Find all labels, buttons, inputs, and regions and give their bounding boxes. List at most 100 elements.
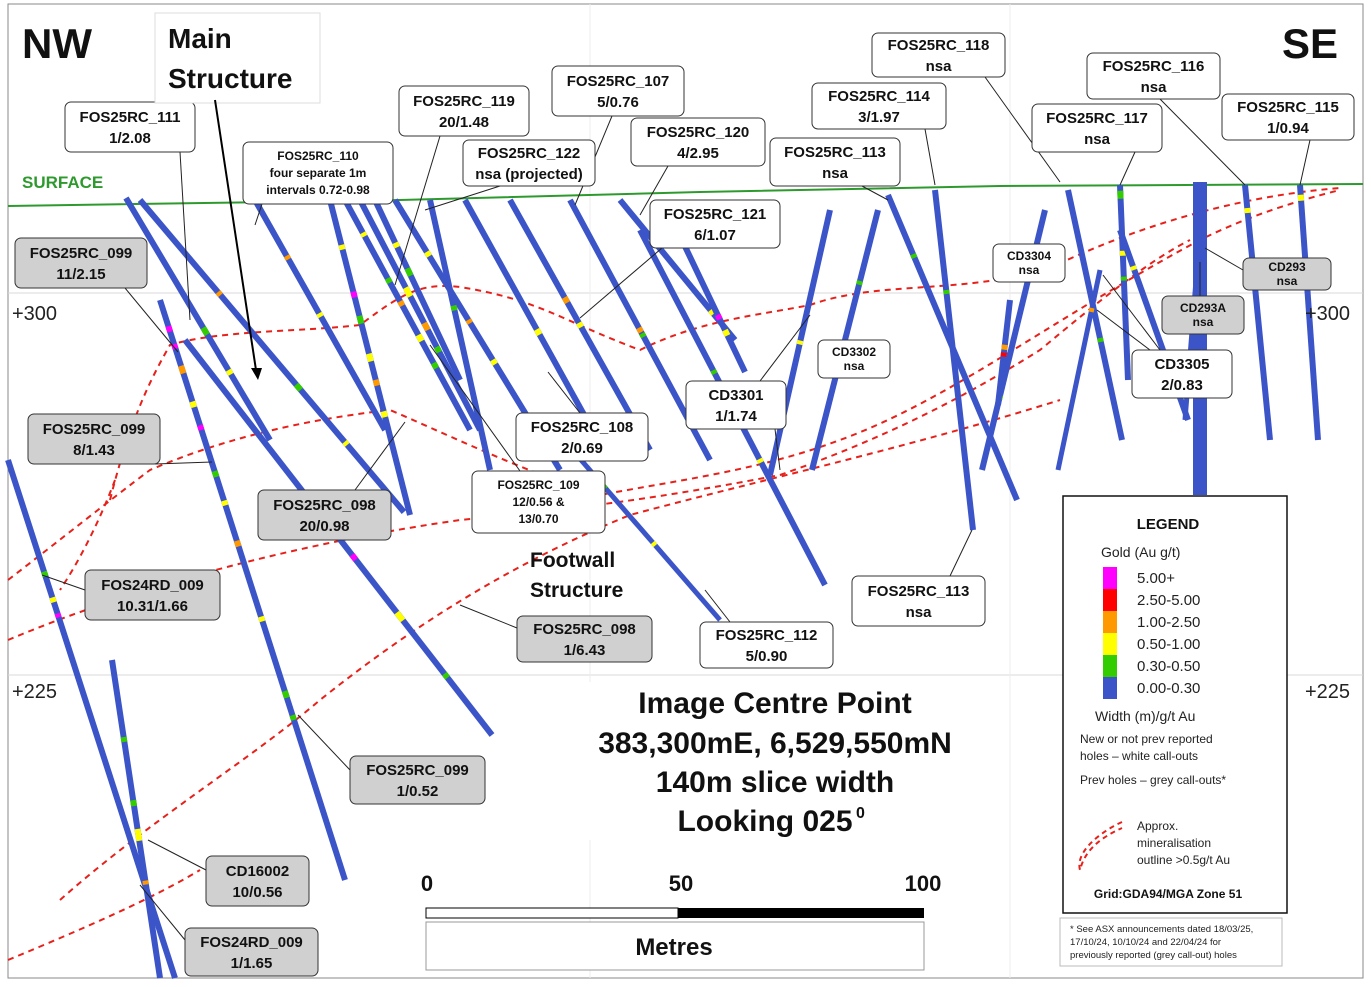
callout-text: 8/1.43: [73, 442, 115, 459]
centre-point-line2: 383,300mE, 6,529,550mN: [598, 727, 952, 760]
elevation-left-225: +225: [12, 681, 57, 703]
callout-text: 20/1.48: [439, 114, 489, 131]
legend-bin-label: 0.50-1.00: [1137, 636, 1200, 653]
scale-unit: Metres: [635, 934, 712, 961]
assay-interval: [1091, 308, 1092, 312]
legend-bin-label: 0.30-0.50: [1137, 658, 1200, 675]
assay-interval: [203, 328, 207, 335]
footwall-line1: Footwall: [530, 549, 615, 572]
callout-text: CD293: [1268, 260, 1306, 274]
callout-text: FOS25RC_121: [664, 206, 767, 223]
assay-interval: [725, 330, 728, 335]
assay-interval: [292, 715, 294, 720]
callout-text: intervals 0.72-0.98: [266, 183, 370, 197]
legend-title: LEGEND: [1137, 516, 1200, 533]
elevation-right-225: +225: [1305, 681, 1350, 703]
assay-interval: [145, 881, 146, 885]
callout-leader-line: [950, 530, 972, 576]
main-structure-line1: Main: [168, 23, 232, 54]
callout-leader-line: [155, 462, 212, 464]
assay-interval: [1133, 266, 1134, 270]
callout-text: FOS25RC_118: [888, 37, 990, 54]
assay-interval: [215, 471, 217, 477]
callout-text: 3/1.97: [858, 109, 900, 126]
surface-label: SURFACE: [22, 173, 103, 192]
orientation-se: SE: [1282, 20, 1338, 67]
centre-point-line4: Looking 025: [677, 805, 852, 838]
callout-text: nsa: [1019, 263, 1040, 277]
assay-interval: [453, 306, 454, 311]
callout-text: FOS25RC_109: [497, 478, 579, 492]
scale-bar-black: [678, 908, 924, 918]
legend-grid: Grid:GDA94/MGA Zone 51: [1094, 887, 1243, 901]
assay-interval: [341, 245, 342, 250]
callout-text: 12/0.56 &: [512, 495, 564, 509]
callout-text: nsa (projected): [475, 166, 583, 183]
callout-text: 2/0.83: [1161, 377, 1203, 394]
callout-text: FOS25RC_113: [784, 144, 886, 161]
callout-text: 2/0.69: [561, 440, 603, 457]
callout-text: 1/1.65: [231, 955, 273, 972]
callout-leader-line: [430, 345, 520, 471]
assay-interval: [218, 292, 221, 295]
callout-text: FOS25RC_113: [868, 583, 970, 600]
callout-text: CD3302: [832, 345, 876, 359]
callout-leader-line: [580, 248, 662, 318]
callout-leader-line: [1205, 248, 1243, 270]
legend-new-holes-1: New or not prev reported: [1080, 732, 1213, 746]
legend-approx-2: mineralisation: [1137, 836, 1211, 850]
assay-interval: [468, 320, 470, 323]
legend-prev-holes: Prev holes – grey call-outs*: [1080, 773, 1226, 787]
callout-text: 6/1.07: [694, 227, 736, 244]
legend-approx-3: outline >0.5g/t Au: [1137, 853, 1230, 867]
footnote-line2: 17/10/24, 10/10/24 and 22/04/24 for: [1070, 937, 1221, 948]
callout-text: FOS25RC_110: [277, 149, 359, 163]
callout-text: FOS25RC_116: [1103, 58, 1205, 75]
scale-tick-0: 0: [421, 871, 433, 896]
callout-text: nsa: [1277, 274, 1298, 288]
assay-interval: [181, 366, 183, 374]
assay-interval: [537, 329, 540, 334]
legend-swatch: [1103, 567, 1117, 589]
callout-text: nsa: [926, 58, 953, 75]
assay-interval: [653, 542, 656, 545]
assay-interval: [1100, 338, 1101, 342]
outline-lower-b: [8, 870, 200, 960]
callout-leader-line: [1120, 152, 1135, 185]
legend-swatch: [1103, 611, 1117, 633]
callout-fos25rc-107: FOS25RC_107 5/0.76: [552, 66, 684, 116]
callout-text: CD293A: [1180, 301, 1226, 315]
callout-text: 5/0.76: [597, 94, 639, 111]
orientation-nw: NW: [22, 20, 92, 67]
assay-interval: [168, 326, 170, 332]
legend-new-holes-2: holes – white call-outs: [1080, 749, 1198, 763]
assay-interval: [639, 328, 641, 332]
footwall-line2: Structure: [530, 579, 623, 602]
assay-interval: [418, 335, 421, 341]
assay-interval: [352, 555, 356, 560]
assay-interval: [395, 243, 397, 248]
scale-tick-50: 50: [669, 871, 693, 896]
callout-text: FOS25RC_107: [567, 73, 670, 90]
assay-interval: [376, 380, 377, 386]
assay-interval: [800, 341, 801, 345]
callout-text: FOS25RC_098: [533, 621, 636, 638]
callout-leader-line: [125, 288, 178, 352]
assay-interval: [52, 597, 54, 602]
assay-interval: [353, 292, 354, 298]
callout-fos25rc-121: FOS25RC_121 6/1.07: [650, 200, 780, 248]
